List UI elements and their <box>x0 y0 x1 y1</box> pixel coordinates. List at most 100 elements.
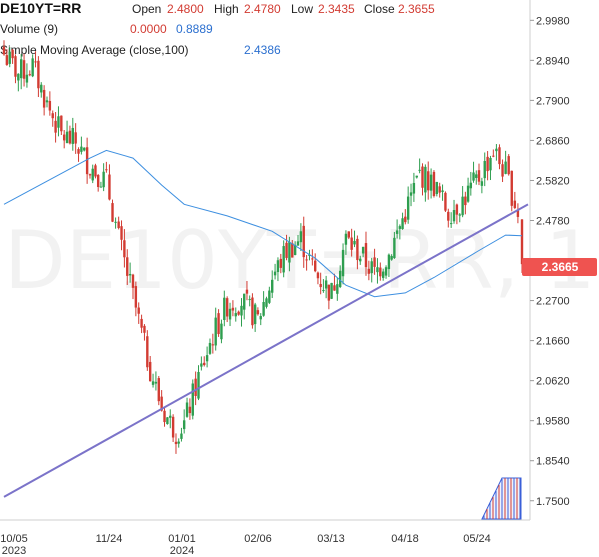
candle-body <box>276 260 280 273</box>
candle-body <box>305 259 308 261</box>
candle-body <box>477 170 481 182</box>
candle-body <box>455 204 459 215</box>
candle-body <box>314 260 317 272</box>
candle-body <box>412 182 416 194</box>
close-value: 2.3655 <box>398 2 435 16</box>
candle-body <box>273 271 277 276</box>
candle-body <box>338 270 342 288</box>
candle-body <box>5 55 9 65</box>
candle-body <box>169 415 172 418</box>
x-tick-label: 11/24 <box>96 533 123 545</box>
candle-body <box>220 323 223 340</box>
candle-body <box>438 186 441 193</box>
candle-body <box>492 155 495 157</box>
sma-value: 2.4386 <box>244 43 281 57</box>
y-tick-label: 2.9980 <box>536 15 570 27</box>
candle-body <box>123 240 126 258</box>
candle-body <box>28 74 31 76</box>
candle-body <box>37 60 40 89</box>
last-price-badge: 2.3665 <box>522 258 597 276</box>
candle-body <box>507 156 510 175</box>
candle-body <box>19 59 23 79</box>
candle-body <box>2 46 6 55</box>
candle-body <box>418 169 421 171</box>
candle-body <box>341 249 345 277</box>
volume-value-1: 0.0000 <box>130 22 167 36</box>
candle-body <box>80 146 83 152</box>
volume-label: Volume (9) <box>0 22 59 36</box>
candle-body <box>475 174 478 178</box>
candle-body <box>322 290 325 292</box>
candle-body <box>200 363 203 367</box>
candle-body <box>57 116 60 128</box>
candle-body <box>480 181 484 186</box>
volume-bars <box>481 477 522 520</box>
candle-body <box>285 242 288 258</box>
candle-body <box>483 160 486 179</box>
candle-body <box>353 240 356 245</box>
candle-body <box>495 148 498 152</box>
candle-body <box>504 161 507 174</box>
candle-body <box>128 273 132 276</box>
candle-body <box>406 196 410 220</box>
candle-body <box>166 417 169 425</box>
candle-body <box>134 286 138 308</box>
trendline[interactable] <box>3 203 529 498</box>
candle-body <box>469 182 473 189</box>
candle-body <box>256 310 260 315</box>
candle-body <box>188 406 192 414</box>
candle-body <box>350 237 353 250</box>
candle-body <box>146 336 149 368</box>
candle-body <box>194 378 197 396</box>
symbol-watermark: DE10YT=RR, 1D <box>4 214 599 307</box>
candle-body <box>208 342 212 354</box>
candle-body <box>429 174 433 191</box>
candle-body <box>299 231 303 243</box>
candle-body <box>11 49 14 59</box>
candle-body <box>105 169 108 171</box>
candle-body <box>447 211 450 221</box>
candle-body <box>74 132 77 144</box>
candle-body <box>163 410 166 423</box>
candle-body <box>510 170 513 206</box>
candle-body <box>228 308 232 320</box>
candle-body <box>102 171 105 188</box>
candlesticks <box>2 40 524 454</box>
candle-body <box>223 297 226 321</box>
candle-body <box>401 218 404 230</box>
candle-body <box>293 244 297 255</box>
candle-body <box>486 156 489 172</box>
x-tick-label: 02/06 <box>244 533 272 545</box>
candle-body <box>96 175 100 187</box>
y-tick-label: 2.6860 <box>536 135 570 147</box>
candle-body <box>217 313 220 335</box>
candle-body <box>330 282 333 299</box>
candle-body <box>501 164 504 177</box>
candle-body <box>489 158 492 171</box>
candle-body <box>203 362 206 366</box>
candle-body <box>40 84 43 93</box>
candle-body <box>319 283 322 288</box>
candle-body <box>513 200 517 209</box>
candle-body <box>472 172 475 181</box>
candle-body <box>384 267 388 276</box>
candle-body <box>415 175 418 178</box>
candle-body <box>99 186 103 188</box>
candle-body <box>282 246 285 273</box>
candle-body <box>373 257 376 267</box>
candle-body <box>77 149 80 154</box>
candle-body <box>148 361 152 382</box>
candle-body <box>174 441 178 445</box>
candle-body <box>302 225 305 258</box>
open-value: 2.4800 <box>167 2 204 16</box>
candle-body <box>185 402 189 417</box>
candle-body <box>248 299 251 301</box>
y-tick-label: 2.8940 <box>536 55 570 67</box>
candle-body <box>327 284 331 301</box>
candle-body <box>308 254 311 256</box>
y-tick-label: 1.9580 <box>536 416 570 428</box>
candle-body <box>231 307 235 311</box>
candle-body <box>91 168 94 181</box>
candle-body <box>120 226 123 240</box>
